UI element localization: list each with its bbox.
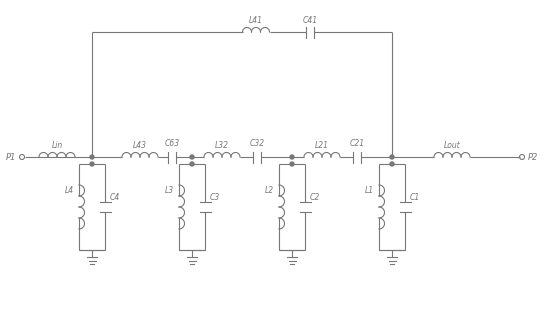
Text: L41: L41 (249, 16, 263, 25)
Text: L43: L43 (133, 141, 147, 150)
Text: C63: C63 (164, 139, 180, 148)
Text: L1: L1 (365, 186, 374, 195)
Text: C1: C1 (410, 193, 421, 202)
Text: P1: P1 (6, 153, 16, 162)
Text: Lin: Lin (51, 141, 63, 150)
Circle shape (190, 162, 194, 166)
Text: C21: C21 (349, 139, 364, 148)
Text: C32: C32 (250, 139, 264, 148)
Text: L21: L21 (315, 141, 329, 150)
Circle shape (390, 162, 394, 166)
Text: L3: L3 (165, 186, 174, 195)
Circle shape (190, 155, 194, 159)
Circle shape (290, 162, 294, 166)
Text: P2: P2 (528, 153, 538, 162)
Text: Lout: Lout (443, 141, 460, 150)
Circle shape (390, 155, 394, 159)
Circle shape (290, 155, 294, 159)
Circle shape (90, 162, 94, 166)
Text: C2: C2 (310, 193, 320, 202)
Text: C4: C4 (110, 193, 120, 202)
Text: L2: L2 (265, 186, 274, 195)
Text: C41: C41 (302, 16, 318, 25)
Circle shape (90, 155, 94, 159)
Text: C3: C3 (210, 193, 220, 202)
Text: L32: L32 (215, 141, 229, 150)
Text: L4: L4 (65, 186, 74, 195)
